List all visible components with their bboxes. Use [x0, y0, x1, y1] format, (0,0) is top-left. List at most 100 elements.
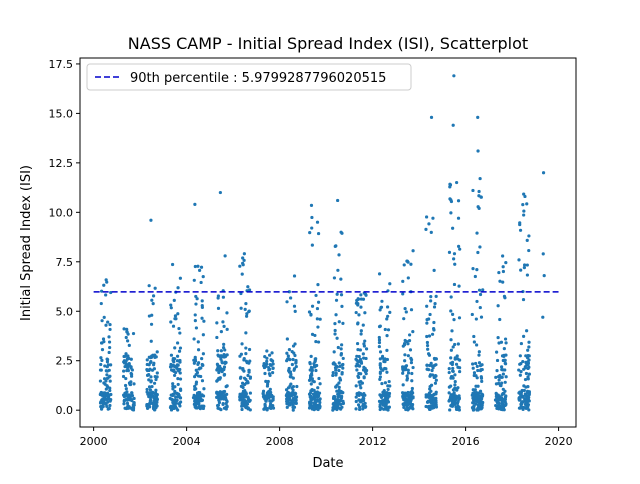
data-point: [477, 206, 481, 210]
data-point: [386, 328, 391, 332]
data-point: [108, 322, 112, 327]
data-point: [265, 362, 269, 366]
data-point: [125, 357, 129, 361]
data-point: [431, 401, 435, 406]
data-point: [178, 371, 182, 375]
data-point: [424, 215, 429, 219]
data-point: [244, 352, 248, 356]
data-point: [290, 362, 294, 367]
data-point: [109, 392, 113, 397]
data-point: [222, 353, 226, 357]
data-point: [105, 376, 110, 380]
data-point: [501, 280, 505, 284]
data-point: [109, 397, 113, 402]
data-point: [194, 387, 198, 391]
data-point: [103, 364, 107, 368]
data-point: [149, 218, 153, 222]
data-point: [454, 394, 458, 398]
data-point: [541, 252, 545, 256]
data-point: [265, 349, 269, 353]
data-point: [100, 358, 104, 362]
data-point: [429, 299, 433, 303]
data-point: [222, 368, 226, 372]
data-point: [246, 406, 250, 410]
data-point: [480, 379, 484, 383]
data-point: [362, 404, 366, 408]
data-point: [385, 348, 389, 352]
data-point: [269, 358, 274, 362]
data-point: [402, 343, 407, 347]
data-point: [362, 356, 366, 360]
data-point: [340, 372, 344, 376]
data-point: [522, 192, 526, 196]
data-point: [383, 366, 387, 371]
data-point: [523, 393, 528, 398]
data-point: [216, 403, 221, 407]
data-point: [501, 387, 505, 391]
data-point: [177, 326, 181, 331]
data-point: [431, 216, 435, 220]
data-point: [382, 398, 386, 402]
data-point: [382, 401, 386, 405]
data-point: [151, 294, 156, 298]
data-point: [122, 402, 126, 406]
data-point: [268, 353, 272, 357]
data-point: [480, 367, 484, 372]
data-point: [503, 296, 507, 300]
data-point: [497, 378, 501, 382]
data-point: [526, 375, 530, 379]
data-point: [286, 354, 290, 358]
data-point: [238, 354, 242, 358]
data-point: [145, 373, 150, 377]
data-point: [452, 400, 457, 404]
data-point: [108, 403, 112, 408]
y-axis: 0.0 2.5 5.0 7.5 10.0 12.5 15.0 17.5: [49, 58, 80, 417]
data-point: [293, 353, 297, 358]
data-point: [310, 215, 314, 220]
data-point: [125, 398, 129, 402]
x-axis-label: Date: [312, 456, 343, 471]
data-point: [123, 383, 128, 388]
data-point: [222, 365, 227, 369]
data-point: [338, 377, 342, 381]
data-point: [173, 373, 177, 378]
data-point: [380, 381, 384, 386]
data-point: [518, 228, 523, 232]
data-point: [451, 369, 455, 373]
data-point: [406, 354, 410, 358]
data-point: [518, 362, 522, 366]
data-point: [500, 407, 505, 411]
data-point: [100, 398, 105, 402]
data-point: [285, 300, 289, 304]
data-point: [477, 403, 481, 407]
data-point: [358, 357, 363, 361]
data-point: [200, 357, 204, 361]
data-point: [103, 382, 107, 386]
data-point: [403, 365, 407, 369]
data-point: [238, 376, 243, 380]
data-point: [430, 364, 435, 368]
data-point: [411, 249, 415, 253]
data-point: [265, 356, 269, 360]
data-point: [262, 361, 266, 366]
data-point: [359, 400, 363, 404]
data-point: [428, 312, 432, 317]
data-point: [476, 149, 480, 153]
data-point: [409, 262, 413, 266]
data-point: [409, 397, 414, 401]
data-point: [526, 405, 530, 409]
data-point: [455, 180, 459, 185]
legend: 90th percentile : 5.9799287796020515: [86, 63, 412, 91]
data-point: [339, 353, 343, 357]
data-point: [225, 327, 229, 331]
data-point: [452, 74, 456, 78]
data-point: [216, 296, 220, 300]
data-point: [497, 341, 501, 345]
data-point: [341, 356, 345, 361]
data-point: [359, 372, 363, 376]
data-point: [478, 176, 482, 181]
data-point: [221, 401, 225, 406]
data-point: [314, 368, 318, 373]
data-point: [475, 364, 479, 369]
